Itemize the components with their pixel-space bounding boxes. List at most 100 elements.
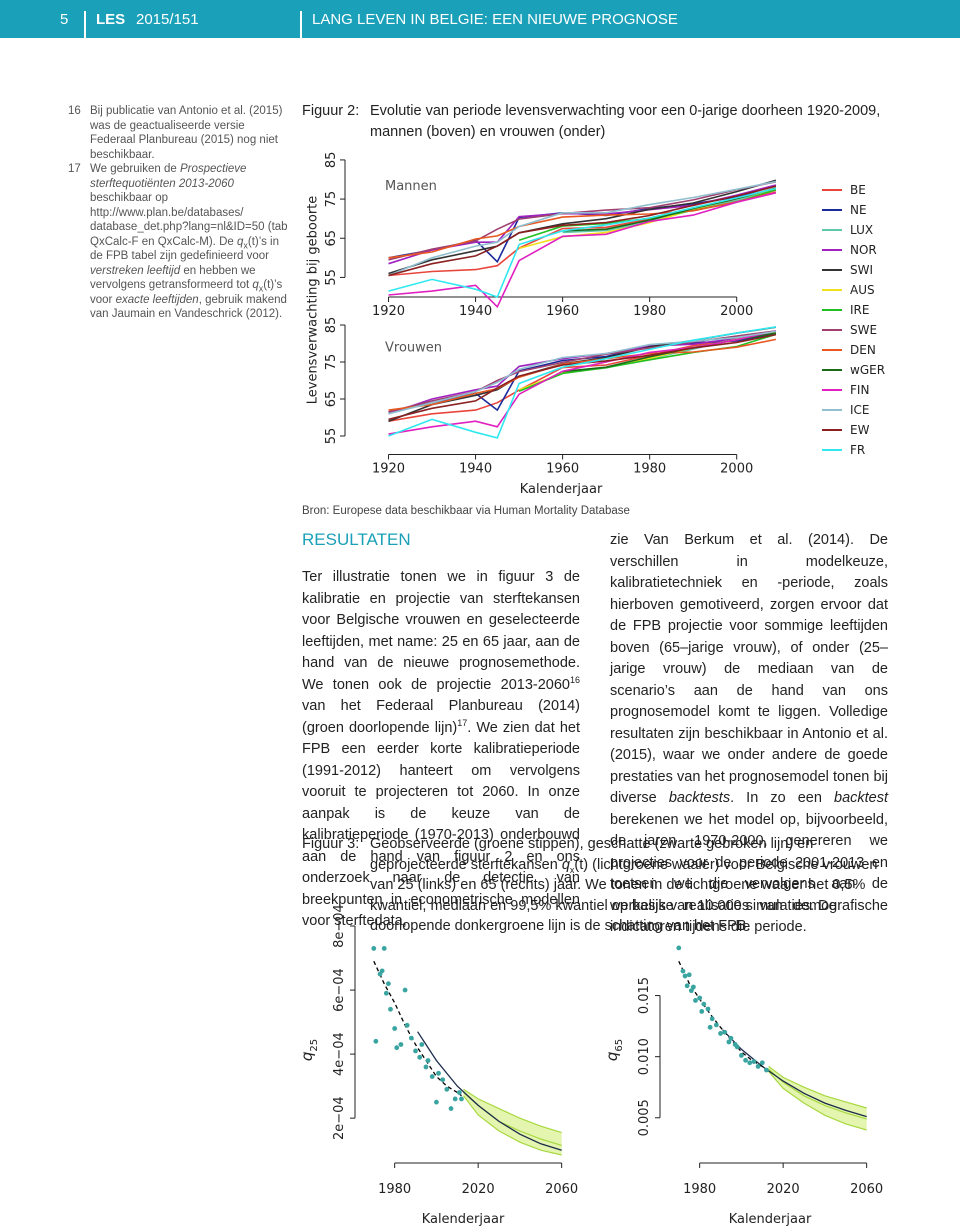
footnote-ref[interactable]: 17 [457, 717, 468, 728]
fan-upper [463, 1088, 562, 1134]
text: x [243, 239, 248, 250]
text: verstreken leeftijd [90, 264, 181, 277]
observed-point [676, 945, 682, 951]
header-bar: 5 LES 2015/151 LANG LEVEN IN BELGIE: EEN… [0, 0, 960, 49]
text: Bij publicatie van Antonio et al. (2015)… [90, 105, 283, 161]
observed-point [722, 1029, 728, 1035]
legend-label: wGER [850, 363, 885, 377]
observed-point [693, 998, 698, 1003]
x-tick-label: 2060 [850, 1182, 883, 1197]
y-tick-label: 0.010 [637, 1038, 652, 1075]
observed-point [459, 1096, 464, 1102]
series-line [388, 191, 777, 259]
observed-point [429, 1074, 435, 1079]
y-axis-label: q25 [298, 1039, 320, 1061]
observed-point [452, 1096, 458, 1102]
text: . In zo een [730, 790, 834, 806]
text: (t) [574, 856, 589, 873]
footnote-number: 17 [68, 163, 81, 175]
y-tick-label: 4e−04 [332, 1032, 347, 1076]
text: Ter illustratie tonen we in figuur 3 de … [302, 569, 580, 693]
y-tick-label: 2e−04 [332, 1096, 347, 1140]
x-axis-label: Kalenderjaar [520, 482, 603, 497]
x-tick-label: 2000 [720, 462, 753, 477]
observed-point [444, 1086, 450, 1092]
figure-label: Figuur 3: [302, 836, 360, 852]
y-tick-label: 65 [324, 391, 339, 408]
paragraph: zie Van Berkum et al. (2014). De verschi… [610, 530, 888, 939]
source: Bron: Europese data beschikbaar via Huma… [302, 505, 630, 517]
text: beschikbaar op http://www.plan.be/databa… [90, 192, 288, 248]
fan-upper [768, 1065, 867, 1109]
observed-point [751, 1059, 757, 1064]
fan-lower [768, 1070, 867, 1131]
observed-point [699, 1009, 705, 1014]
observed-point [759, 1060, 765, 1066]
series-line [388, 326, 777, 439]
fpb-line [722, 1029, 867, 1118]
x-tick-label: 1980 [683, 1182, 716, 1197]
observed-point [686, 972, 692, 978]
legend-label: BE [850, 183, 866, 197]
y-axis-label: q65 [603, 1039, 625, 1061]
y-tick-label: 75 [324, 354, 339, 371]
observed-point [747, 1060, 753, 1066]
text: q [561, 856, 570, 873]
series-line [388, 330, 777, 415]
series-line [388, 179, 777, 275]
series: LES [96, 11, 126, 28]
y-tick-label: 55 [324, 428, 339, 445]
x-tick-label: 1980 [633, 462, 666, 477]
observed-point [743, 1057, 748, 1063]
x-tick-label: 1960 [546, 462, 579, 477]
text: (lichtgroene waaier) voor Belgische vrou… [370, 856, 878, 935]
y-axis-label-sub: 25 [309, 1039, 320, 1052]
observed-point [739, 1053, 744, 1058]
y-axis-label: Levensverwachting bij geboorte [306, 196, 321, 405]
observed-point [394, 1045, 400, 1051]
y-tick-label: 0.015 [637, 977, 652, 1014]
page-number: 5 [60, 11, 69, 28]
observed-point [419, 1042, 425, 1047]
legend-label: EW [850, 423, 870, 437]
separator [84, 11, 86, 49]
footnote-number: 16 [68, 105, 81, 117]
series-number: 2015/151 [136, 11, 199, 28]
observed-point [448, 1106, 454, 1111]
legend-label: SWE [850, 323, 877, 337]
text: x [569, 864, 575, 875]
observed-point [684, 983, 690, 989]
series-line [388, 333, 777, 421]
text: exacte leeftijden [115, 293, 199, 306]
x-tick-label: 1920 [372, 462, 405, 477]
observed-point [383, 990, 389, 996]
observed-point [713, 1022, 719, 1028]
figure-caption: Geobserveerde (groene stippen), geschatt… [370, 834, 895, 937]
text: (t)’s in de FPB tabel zijn gedefinieerd … [90, 235, 279, 263]
observed-point [402, 987, 408, 993]
y-axis-label-main: q [298, 1052, 316, 1062]
observed-point [385, 981, 391, 987]
observed-point [707, 1024, 713, 1030]
x-tick-label: 1980 [378, 1182, 411, 1197]
fitted-line [678, 961, 767, 1070]
legend-label: NOR [850, 243, 877, 257]
series-line [388, 185, 777, 277]
x-tick-label: 2060 [545, 1182, 578, 1197]
observed-point [701, 1001, 707, 1007]
text: We gebruiken de [90, 163, 180, 175]
legend-label: FIN [850, 383, 869, 397]
observed-point [755, 1064, 761, 1069]
x-tick-label: 2020 [767, 1182, 800, 1197]
text: q [252, 279, 259, 291]
panel-title: Vrouwen [385, 341, 442, 356]
observed-point [371, 946, 377, 951]
footnote-ref[interactable]: 16 [569, 674, 580, 685]
x-tick-label: 2000 [720, 304, 753, 319]
fan-lower [463, 1095, 562, 1156]
text: Geobserveerde (groene stippen), geschatt… [370, 836, 814, 873]
y-tick-label: 8e−04 [332, 904, 347, 948]
observed-point [680, 968, 686, 974]
observed-point [688, 988, 694, 994]
text: en hebben we vervolgens getransformeerd … [90, 264, 256, 292]
